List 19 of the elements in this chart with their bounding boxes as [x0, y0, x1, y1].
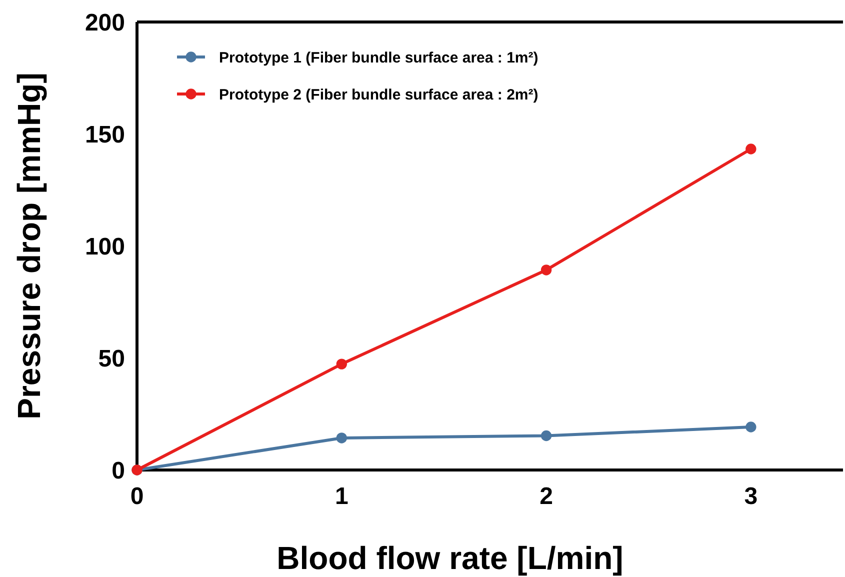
y-axis-title: Pressure drop [mmHg] [11, 72, 47, 420]
x-tick-label: 3 [744, 483, 758, 510]
y-tick-label: 0 [112, 457, 125, 484]
x-tick-label: 0 [130, 483, 144, 510]
point [746, 422, 756, 432]
x-axis-title: Blood flow rate [L/min] [276, 540, 624, 576]
x-tick-label: 1 [334, 483, 348, 510]
point [336, 432, 347, 444]
y-tick-label: 100 [84, 233, 125, 260]
legend-label: Prototype 2 (Fiber bundle surface area : 2m²) [219, 86, 538, 104]
y-tick-label: 200 [84, 9, 125, 36]
y-tick-label: 50 [98, 345, 125, 372]
point [336, 358, 347, 370]
y-tick-label: 150 [84, 121, 125, 148]
point [746, 144, 756, 154]
point [540, 430, 552, 442]
point [540, 264, 552, 276]
x-tick-label: 2 [540, 483, 553, 510]
legend-label: Prototype 1 (Fiber bundle surface area : 1m²) [219, 49, 538, 66]
